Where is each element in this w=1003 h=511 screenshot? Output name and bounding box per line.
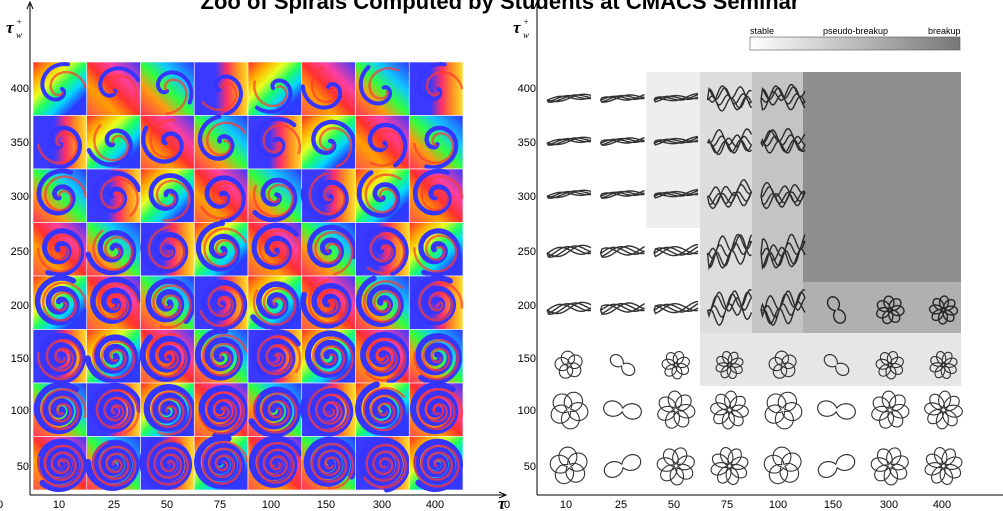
trajectory — [658, 391, 695, 428]
trajectory — [764, 447, 801, 484]
trajectory — [654, 302, 698, 314]
trajectory — [818, 455, 854, 478]
trajectory — [601, 246, 645, 257]
trajectory — [604, 401, 642, 419]
trajectory — [604, 455, 640, 478]
trajectory — [765, 392, 802, 429]
trajectory — [610, 355, 634, 376]
y-tick-label: 50 — [17, 461, 29, 473]
y-tick-label: 250 — [11, 246, 29, 258]
left-panel: τw+τ400350300250200150100500102550751001… — [0, 2, 506, 511]
y-axis-label: τ — [6, 18, 14, 37]
x-tick-label: 0 — [0, 499, 3, 511]
regime-shading — [803, 72, 961, 282]
x-tick-label: 75 — [214, 499, 226, 511]
x-tick-label: 50 — [161, 499, 173, 511]
y-tick-label: 150 — [518, 353, 536, 365]
x-tick-label: 10 — [560, 499, 572, 511]
x-tick-label: 25 — [615, 499, 627, 511]
x-tick-label: 10 — [53, 499, 65, 511]
y-axis-superscript: + — [523, 17, 529, 27]
trajectory — [547, 94, 591, 102]
trajectory — [551, 392, 588, 429]
y-tick-label: 250 — [518, 246, 536, 258]
y-tick-label: 350 — [11, 137, 29, 149]
x-tick-label: 400 — [426, 499, 444, 511]
y-tick-label: 200 — [11, 300, 29, 312]
y-tick-label: 400 — [518, 83, 536, 95]
x-tick-label: 25 — [108, 499, 120, 511]
trajectory — [550, 447, 587, 484]
x-tick-label: 300 — [373, 499, 391, 511]
y-axis-subscript: w — [523, 30, 529, 40]
trajectory — [872, 391, 909, 428]
trajectory — [601, 191, 645, 199]
y-tick-label: 400 — [11, 83, 29, 95]
x-tick-label: 75 — [721, 499, 733, 511]
trajectory — [654, 245, 698, 257]
x-tick-label: 150 — [317, 499, 335, 511]
trajectory — [601, 138, 645, 146]
x-tick-label: 50 — [668, 499, 680, 511]
x-tick-label: 0 — [504, 499, 510, 511]
y-axis-label: τ — [513, 18, 521, 37]
y-tick-label: 350 — [518, 137, 536, 149]
regime-shading — [700, 333, 961, 386]
y-tick-label: 150 — [11, 353, 29, 365]
trajectory — [547, 245, 591, 257]
trajectory — [818, 401, 856, 419]
right-panel: stable pseudo-breakup breakup τw+τ400350… — [504, 2, 1003, 511]
x-tick-label: 100 — [262, 499, 280, 511]
title: Zoo of Spirals Computed by Students at C… — [201, 0, 800, 14]
trajectory — [662, 352, 689, 379]
x-tick-label: 400 — [933, 499, 951, 511]
legend-colorbar — [750, 37, 960, 50]
y-tick-label: 300 — [518, 191, 536, 203]
x-tick-label: 150 — [824, 499, 842, 511]
trajectory — [871, 448, 908, 485]
y-tick-label: 100 — [518, 405, 536, 417]
legend-label: breakup — [928, 26, 961, 36]
y-tick-label: 300 — [11, 191, 29, 203]
x-tick-label: 100 — [769, 499, 787, 511]
trajectory — [711, 391, 749, 429]
y-axis-subscript: w — [16, 30, 22, 40]
trajectory — [547, 302, 591, 314]
y-tick-label: 100 — [11, 405, 29, 417]
trajectory — [657, 448, 694, 485]
trajectory — [925, 391, 963, 429]
trajectory — [547, 190, 591, 198]
trajectory — [925, 448, 962, 485]
x-tick-label: 300 — [880, 499, 898, 511]
legend-label: pseudo-breakup — [823, 26, 888, 36]
trajectory — [555, 351, 582, 378]
trajectory — [711, 448, 748, 485]
trajectory — [601, 303, 645, 314]
legend-label: stable — [750, 26, 774, 36]
y-axis-superscript: + — [16, 17, 22, 27]
trajectory — [547, 137, 591, 145]
trajectory — [601, 95, 645, 103]
y-tick-label: 50 — [524, 461, 536, 473]
y-tick-label: 200 — [518, 300, 536, 312]
page: Zoo of Spirals Computed by Students at C… — [0, 0, 1003, 511]
